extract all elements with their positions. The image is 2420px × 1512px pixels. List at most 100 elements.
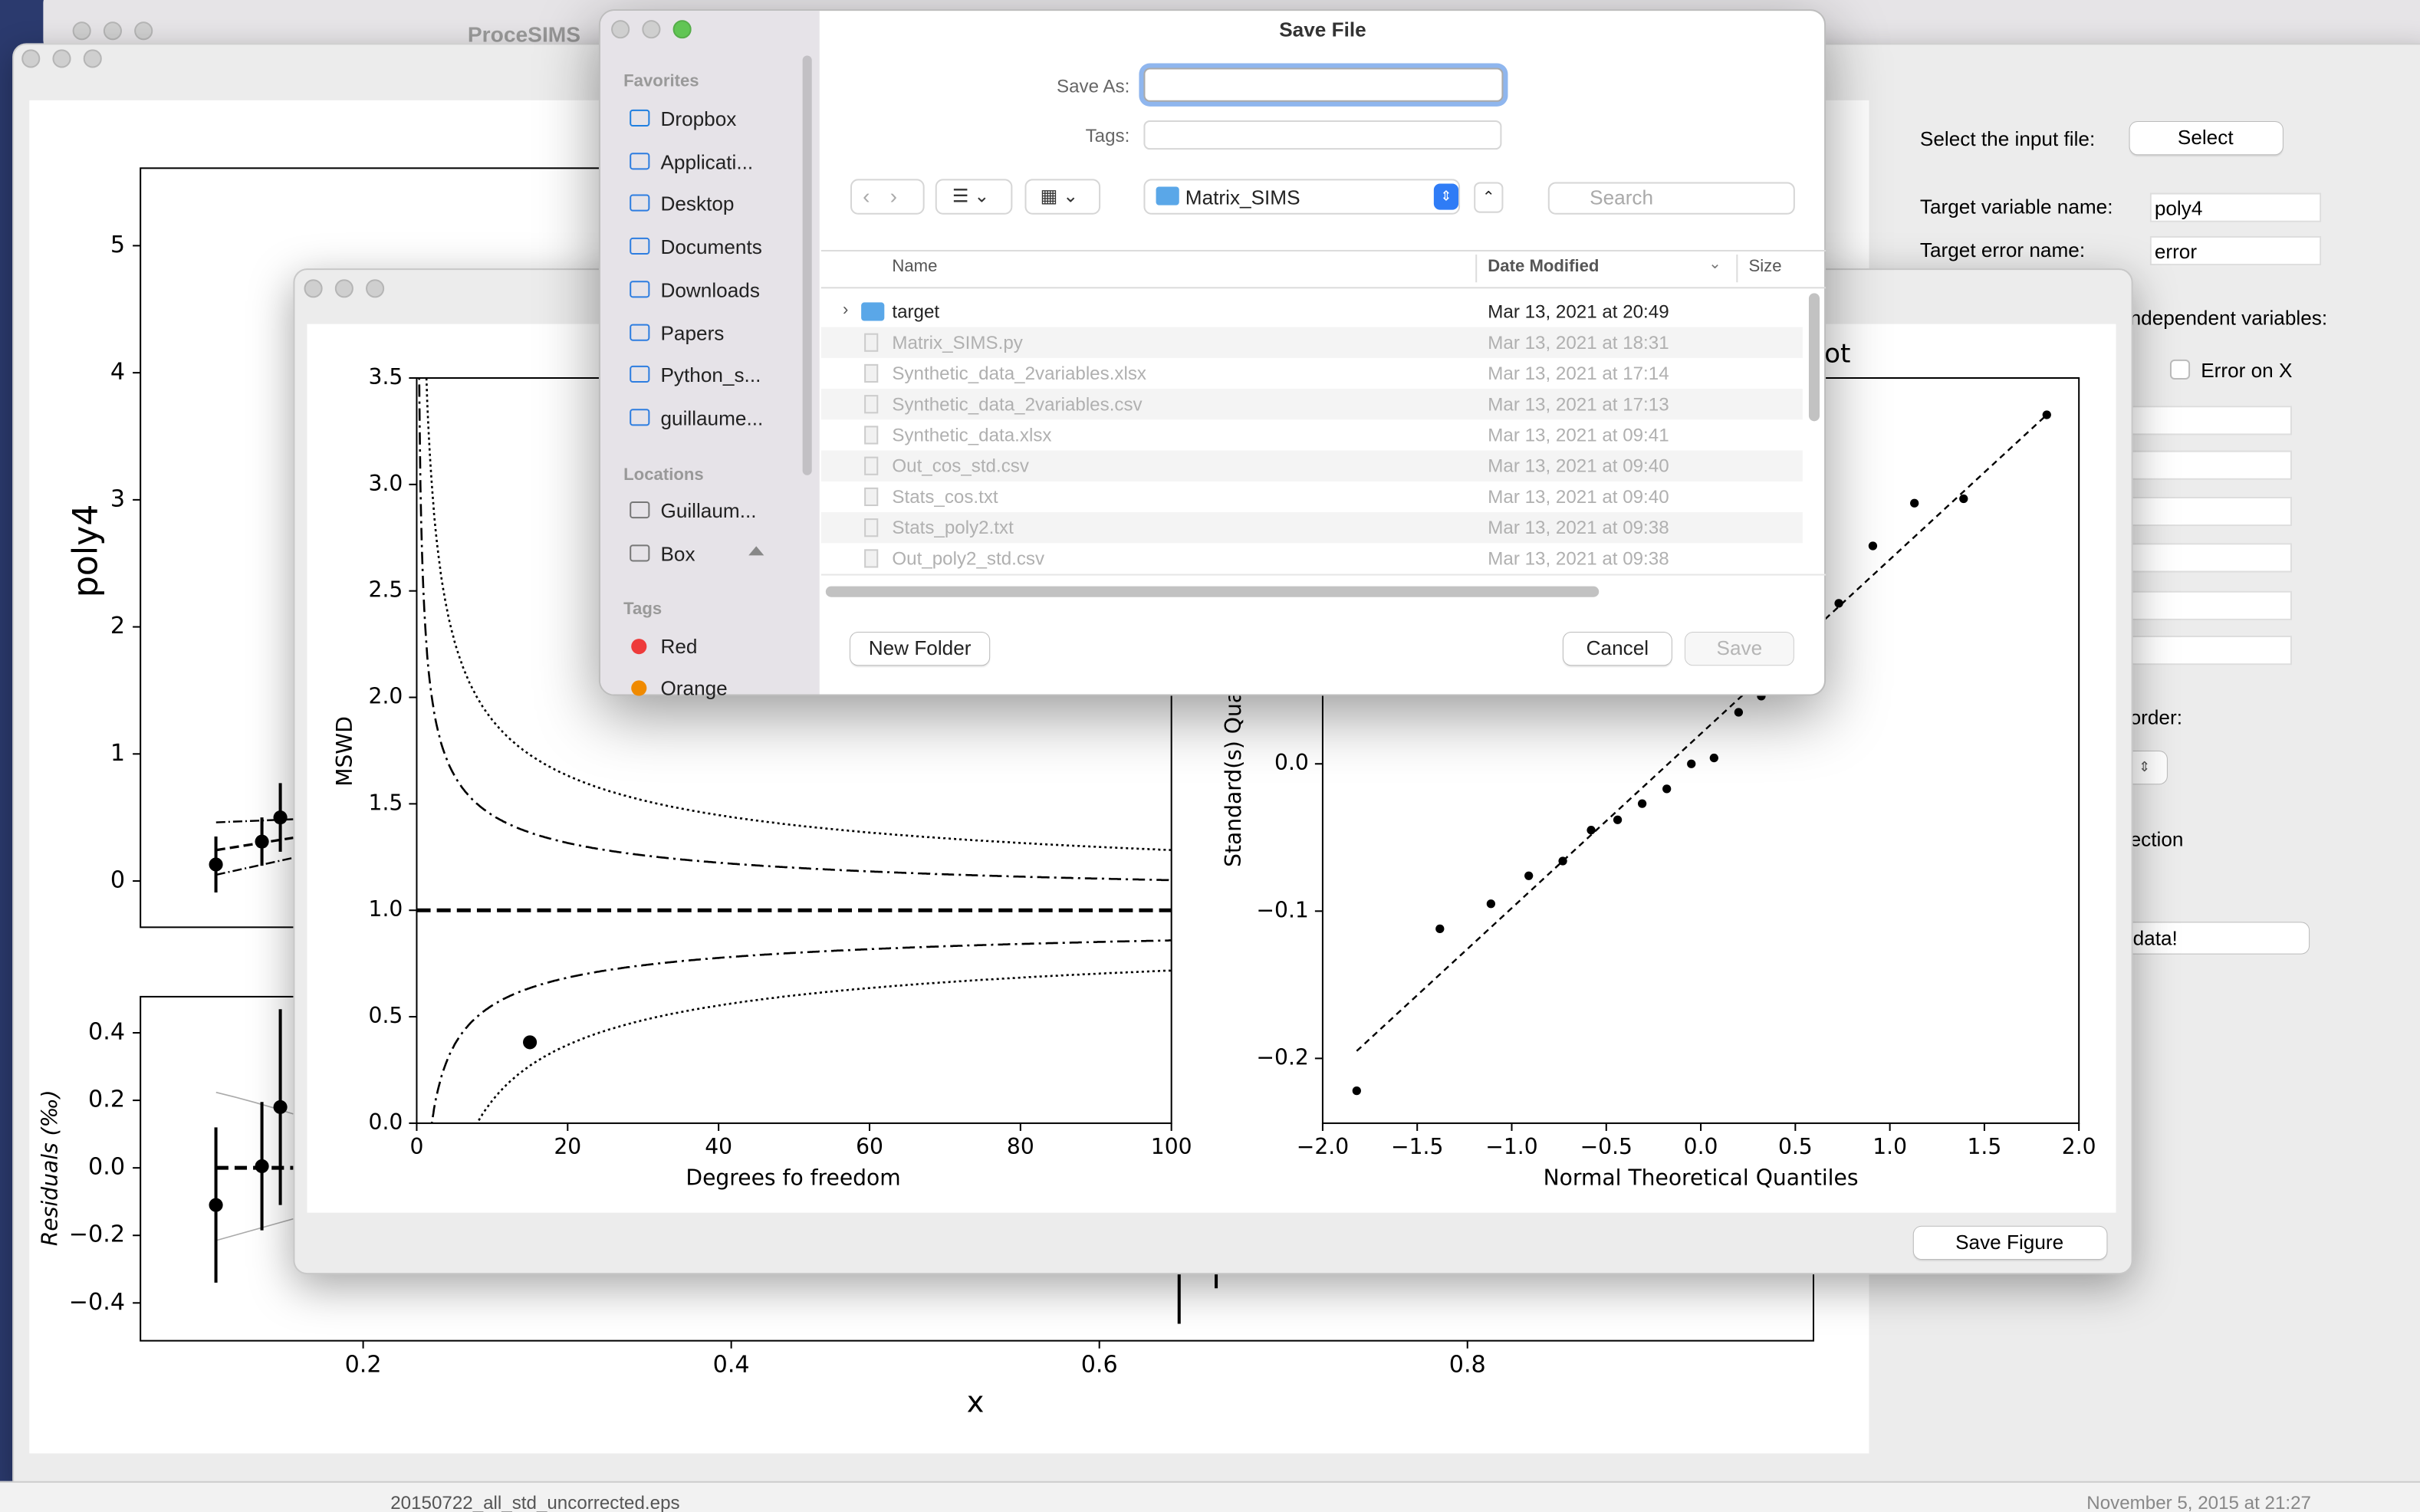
- eject-icon[interactable]: [748, 546, 764, 556]
- list-view-button[interactable]: ☰ ⌄: [935, 179, 1013, 215]
- file-date[interactable]: Mar 13, 2021 at 20:49: [1488, 301, 1669, 323]
- save-button[interactable]: [1685, 633, 1794, 666]
- file-icon[interactable]: [864, 456, 879, 475]
- folder-popup[interactable]: [1143, 179, 1461, 215]
- sidebar-item[interactable]: Box: [660, 542, 695, 566]
- folder-name[interactable]: Matrix_SIMS: [1185, 186, 1300, 209]
- sidebar-item[interactable]: guillaume...: [660, 406, 764, 430]
- save-figure-button[interactable]: [1913, 1226, 2107, 1259]
- button-label[interactable]: New Folder: [868, 636, 972, 660]
- text-input[interactable]: [2122, 543, 2292, 573]
- button-label[interactable]: data!: [2132, 926, 2178, 950]
- file-date[interactable]: Mar 13, 2021 at 09:38: [1488, 517, 1669, 539]
- file-date[interactable]: Mar 13, 2021 at 09:40: [1488, 485, 1669, 508]
- window-control[interactable]: [103, 21, 123, 41]
- nav-buttons[interactable]: ‹›: [850, 179, 925, 215]
- column-header[interactable]: Size: [1748, 258, 1782, 277]
- text-input[interactable]: [2149, 235, 2322, 266]
- save-as-field[interactable]: [1143, 67, 1504, 102]
- button-label[interactable]: Save: [1716, 636, 1763, 660]
- search-field[interactable]: [1547, 182, 1795, 215]
- window-control[interactable]: [611, 20, 630, 39]
- sidebar-item[interactable]: Orange: [660, 676, 728, 700]
- popup-chevron[interactable]: ⇕: [1433, 183, 1459, 210]
- text-input[interactable]: [2122, 636, 2292, 666]
- file-name[interactable]: Out_cos_std.csv: [892, 455, 1029, 477]
- search-placeholder[interactable]: Search: [1590, 186, 1654, 209]
- column-header[interactable]: Date Modified: [1488, 258, 1600, 277]
- button-label[interactable]: Select: [2177, 125, 2234, 150]
- process-button[interactable]: [2122, 922, 2310, 954]
- window-control[interactable]: [642, 20, 661, 39]
- file-name[interactable]: Matrix_SIMS.py: [892, 331, 1023, 353]
- new-folder-button[interactable]: [850, 633, 990, 666]
- file-icon[interactable]: [864, 487, 879, 507]
- file-icon[interactable]: [864, 426, 879, 445]
- file-name[interactable]: Out_poly2_std.csv: [892, 547, 1045, 570]
- select-button[interactable]: [2129, 121, 2283, 155]
- button-label[interactable]: Cancel: [1586, 636, 1649, 660]
- file-name[interactable]: Synthetic_data_2variables.xlsx: [892, 362, 1147, 385]
- button-label[interactable]: Save Figure: [1955, 1230, 2064, 1254]
- sidebar-item[interactable]: Python_s...: [660, 363, 761, 387]
- file-name[interactable]: Synthetic_data.xlsx: [892, 424, 1052, 446]
- file-icon[interactable]: [864, 518, 879, 537]
- sidebar-item[interactable]: Documents: [660, 235, 762, 259]
- text-input[interactable]: [2149, 192, 2322, 222]
- sidebar-icon[interactable]: [630, 544, 650, 562]
- input-value[interactable]: error: [2154, 239, 2198, 264]
- folder-icon[interactable]: [1156, 186, 1179, 205]
- sidebar-icon[interactable]: [630, 409, 650, 426]
- file-icon[interactable]: [864, 333, 879, 352]
- tags-field[interactable]: [1143, 120, 1502, 150]
- window-control[interactable]: [672, 20, 692, 39]
- text-input[interactable]: [2122, 406, 2292, 436]
- sidebar-icon[interactable]: [630, 109, 650, 127]
- sidebar-item[interactable]: Downloads: [660, 278, 760, 301]
- sidebar-item[interactable]: Papers: [660, 320, 725, 344]
- sidebar-item[interactable]: Dropbox: [660, 107, 737, 131]
- file-name[interactable]: Stats_cos.txt: [892, 485, 998, 508]
- folder-icon[interactable]: [861, 302, 885, 321]
- sidebar-item[interactable]: Applicati...: [660, 150, 754, 173]
- file-date[interactable]: Mar 13, 2021 at 09:38: [1488, 547, 1669, 570]
- file-name[interactable]: Synthetic_data_2variables.csv: [892, 393, 1143, 416]
- file-date[interactable]: Mar 13, 2021 at 17:13: [1488, 393, 1669, 416]
- window-control[interactable]: [366, 279, 385, 298]
- file-name[interactable]: Stats_poly2.txt: [892, 517, 1014, 539]
- window-control[interactable]: [72, 21, 91, 41]
- checkbox[interactable]: [2169, 359, 2191, 380]
- icon-view-button[interactable]: ▦ ⌄: [1024, 179, 1101, 215]
- file-date[interactable]: Mar 13, 2021 at 17:14: [1488, 362, 1669, 385]
- tag-dot[interactable]: [631, 639, 647, 655]
- sidebar-icon[interactable]: [630, 323, 650, 340]
- window-control[interactable]: [304, 279, 323, 298]
- cancel-button[interactable]: [1563, 633, 1672, 666]
- disclosure[interactable]: ›: [842, 301, 849, 320]
- text-input[interactable]: [2122, 450, 2292, 480]
- text-input[interactable]: [2122, 496, 2292, 527]
- sidebar-icon[interactable]: [630, 195, 650, 212]
- sidebar-item[interactable]: Desktop: [660, 192, 735, 216]
- sidebar-icon[interactable]: [630, 366, 650, 383]
- file-date[interactable]: Mar 13, 2021 at 09:41: [1488, 424, 1669, 446]
- input-value[interactable]: poly4: [2154, 196, 2203, 220]
- window-control[interactable]: [21, 49, 41, 68]
- file-date[interactable]: Mar 13, 2021 at 09:40: [1488, 455, 1669, 477]
- text-input[interactable]: [2122, 590, 2292, 620]
- up-button[interactable]: ⌃: [1474, 182, 1504, 213]
- window-control[interactable]: [83, 49, 102, 68]
- window-control[interactable]: [334, 279, 353, 298]
- file-icon[interactable]: [864, 363, 879, 383]
- file-name[interactable]: target: [892, 301, 940, 323]
- sidebar-item[interactable]: Guillaum...: [660, 498, 757, 523]
- file-icon[interactable]: [864, 395, 879, 414]
- sidebar-icon[interactable]: [630, 280, 650, 297]
- sidebar-icon[interactable]: [630, 501, 650, 519]
- sidebar-item[interactable]: Red: [660, 635, 698, 659]
- file-date[interactable]: Mar 13, 2021 at 18:31: [1488, 331, 1669, 353]
- sidebar-icon[interactable]: [630, 152, 650, 169]
- file-icon[interactable]: [864, 549, 879, 568]
- window-control[interactable]: [134, 21, 153, 41]
- column-header[interactable]: Name: [892, 258, 938, 277]
